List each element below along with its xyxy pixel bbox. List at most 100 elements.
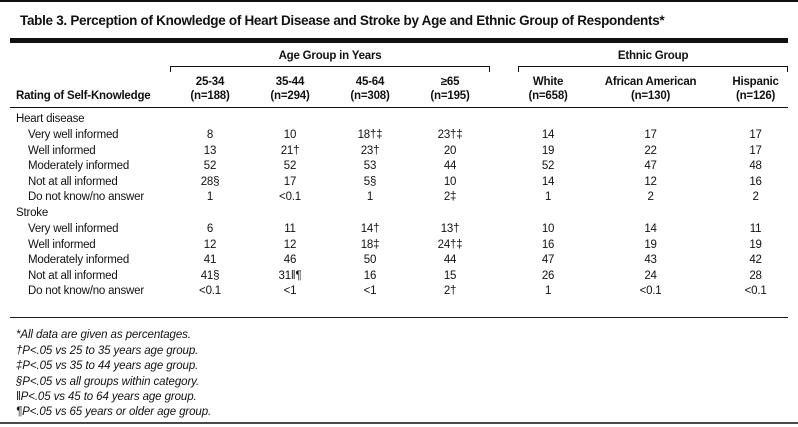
age-group-header-cell: Age Group in Years — [170, 43, 491, 72]
cell: <0.1 — [744, 285, 767, 298]
section-label: Heart disease — [16, 113, 85, 126]
cell: 1 — [366, 191, 374, 204]
table-row: Well informed 12 12 18‡ 24†‡ 16 19 19 — [10, 238, 788, 254]
spacer-cell — [490, 253, 518, 269]
cell: 23† — [360, 144, 380, 157]
cell: 16 — [363, 269, 377, 282]
table-row: Moderately informed 41 46 50 44 47 43 42 — [10, 253, 788, 269]
cell: 43 — [644, 254, 657, 267]
cell: 52 — [541, 160, 555, 173]
cell: 21† — [280, 144, 300, 157]
cell: 17 — [749, 144, 762, 157]
cell: 6 — [206, 222, 214, 235]
col-header-35-44: 35-44 (n=294) — [250, 72, 330, 108]
cell: 12 — [203, 238, 217, 251]
cell: 24 — [644, 269, 657, 282]
cell: 26 — [541, 269, 555, 282]
ethnic-group-bracket — [518, 66, 789, 72]
cell: 50 — [363, 254, 377, 267]
top-thick-rule — [10, 38, 788, 43]
cell: 44 — [443, 254, 457, 267]
row-label: Do not know/no answer — [28, 285, 144, 298]
spacer-cell — [490, 284, 518, 300]
cell: 18†‡ — [357, 129, 383, 141]
footnote-section: §P<.05 vs all groups within category. — [16, 375, 200, 388]
cell: 19 — [541, 144, 555, 157]
cell: 10 — [283, 129, 297, 141]
footnote-double-dagger: ‡P<.05 vs 35 to 44 years age group. — [16, 360, 199, 373]
table-row: Do not know/no answer 1 <0.1 1 2‡ 1 2 2 — [10, 190, 788, 206]
cell: 46 — [283, 254, 297, 267]
cell: 13 — [203, 144, 217, 157]
row-label: Do not know/no answer — [28, 191, 144, 204]
table-row: Very well informed 8 10 18†‡ 23†‡ 14 17 … — [10, 128, 788, 144]
row-label: Well informed — [28, 238, 96, 251]
cell: 13† — [440, 222, 460, 235]
cell: 1 — [544, 285, 552, 298]
spacer-cell — [490, 43, 518, 72]
cell: 11 — [284, 222, 296, 235]
spacer-cell — [490, 238, 518, 254]
cell: 8 — [206, 129, 214, 141]
cell: 48 — [749, 160, 762, 173]
cell: <0.1 — [279, 191, 301, 204]
footnotes: *All data are given as percentages. †P<.… — [16, 328, 788, 420]
spacer-cell — [490, 222, 518, 238]
spacer-cell — [490, 72, 519, 108]
spacer-cell — [490, 175, 518, 191]
cell: 14 — [541, 129, 555, 141]
cell: 10 — [443, 175, 457, 188]
row-label: Very well informed — [28, 129, 119, 141]
cell: 52 — [203, 160, 217, 173]
spacer-cell — [490, 159, 518, 175]
cell: 28§ — [200, 175, 220, 188]
ethnic-group-header-cell: Ethnic Group — [518, 43, 789, 72]
cell: 18‡ — [360, 238, 380, 251]
section-row-heart-disease: Heart disease — [10, 108, 788, 129]
cell: 17 — [644, 129, 657, 141]
cell: 53 — [363, 160, 377, 173]
section-row-stroke: Stroke — [10, 206, 788, 222]
row-header-label: Rating of Self-Knowledge — [10, 72, 170, 108]
row-label: Not at all informed — [28, 269, 118, 282]
row-label: Very well informed — [28, 222, 119, 235]
row-label: Well informed — [28, 144, 96, 157]
spacer-cell — [490, 144, 518, 160]
cell: 2‡ — [443, 191, 457, 204]
table-row: Very well informed 6 11 14† 13† 10 14 11 — [10, 222, 788, 238]
cell: 14† — [360, 222, 380, 235]
cell: 14 — [644, 222, 657, 235]
cell: 11 — [749, 222, 762, 235]
cell: 16 — [749, 175, 762, 188]
cell: 44 — [443, 160, 457, 173]
cell: 23†‡ — [437, 129, 463, 141]
footnote-parallel: ‖P<.05 vs 45 to 64 years age group. — [16, 391, 197, 404]
cell: 10 — [541, 222, 555, 235]
cell: 14 — [541, 175, 555, 188]
table-row: Moderately informed 52 52 53 44 52 47 48 — [10, 159, 788, 175]
cell: 31‖¶ — [278, 269, 302, 282]
column-group-row: Age Group in Years Ethnic Group — [10, 43, 789, 72]
age-group-label: Age Group in Years — [278, 50, 382, 62]
bottom-rule — [0, 422, 798, 424]
table-title: Table 3. Perception of Knowledge of Hear… — [20, 13, 665, 28]
col-header-african-american: African American (n=130) — [578, 72, 724, 108]
data-table: Age Group in Years Ethnic Group Rating o… — [10, 43, 789, 300]
cell: 47 — [644, 160, 657, 173]
col-header-hispanic: Hispanic (n=126) — [723, 72, 789, 108]
cell: 1 — [206, 191, 214, 204]
cell: 17 — [283, 175, 297, 188]
cell: 1 — [544, 191, 552, 204]
col-header-white: White (n=658) — [518, 72, 579, 108]
cell: 24†‡ — [437, 238, 463, 251]
row-label: Moderately informed — [28, 254, 130, 267]
cell: 12 — [283, 238, 297, 251]
cell: 2 — [647, 191, 654, 204]
cell: 2† — [443, 285, 457, 298]
cell: 41§ — [200, 269, 220, 282]
spacer-cell — [490, 190, 518, 206]
cell: 5§ — [363, 175, 377, 188]
col-header-25-34: 25-34 (n=188) — [170, 72, 250, 108]
cell: 19 — [749, 238, 762, 251]
